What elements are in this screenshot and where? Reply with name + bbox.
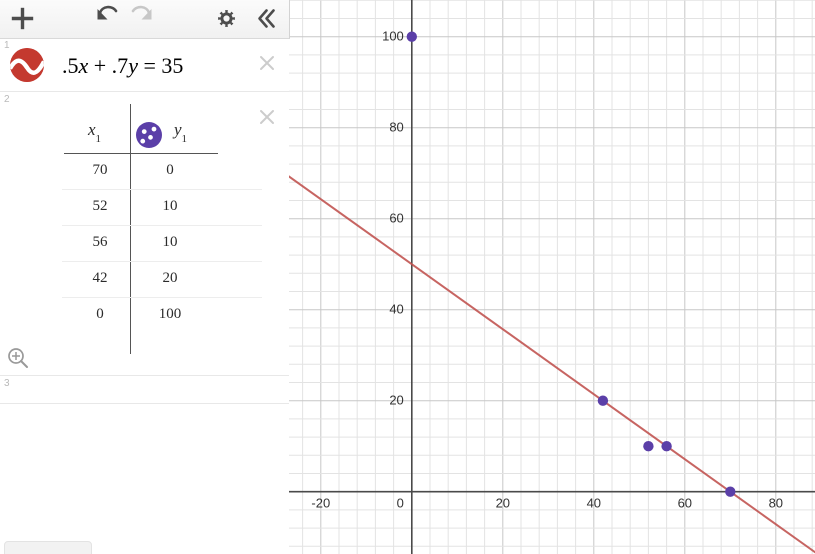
svg-text:20: 20 — [496, 496, 510, 511]
svg-text:60: 60 — [678, 496, 692, 511]
svg-text:60: 60 — [389, 211, 403, 226]
svg-text:80: 80 — [769, 496, 783, 511]
svg-text:40: 40 — [389, 302, 403, 317]
svg-text:20: 20 — [389, 393, 403, 408]
svg-text:-20: -20 — [311, 496, 330, 511]
svg-text:40: 40 — [587, 496, 601, 511]
svg-text:0: 0 — [397, 496, 404, 511]
svg-text:100: 100 — [382, 29, 404, 44]
svg-text:80: 80 — [389, 120, 403, 135]
